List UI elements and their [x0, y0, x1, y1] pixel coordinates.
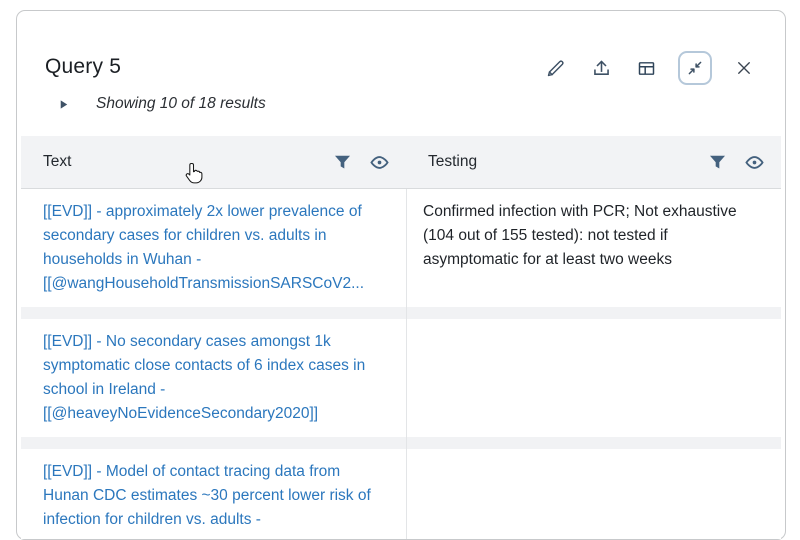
- column-label: Text: [43, 153, 72, 170]
- table-view-button[interactable]: [633, 55, 659, 81]
- results-bar: Showing 10 of 18 results: [57, 95, 266, 113]
- edit-button[interactable]: [543, 55, 569, 81]
- table-row: [[EVD]] - Model of contact tracing data …: [21, 449, 781, 539]
- table-row: [[EVD]] - No secondary cases amongst 1k …: [21, 319, 781, 437]
- page-title: Query 5: [45, 55, 122, 78]
- filter-icon[interactable]: [333, 153, 352, 172]
- table-header-row: Text Testing: [21, 136, 781, 189]
- column-header-testing: Testing: [406, 136, 781, 188]
- results-table: Text Testing: [21, 136, 781, 539]
- close-icon: [735, 59, 753, 77]
- table-icon: [636, 58, 657, 79]
- query-results-card: Query 5: [16, 10, 786, 540]
- table-row: [[EVD]] - approximately 2x lower prevale…: [21, 189, 781, 307]
- pencil-icon: [546, 58, 566, 78]
- triangle-right-icon[interactable]: [57, 98, 70, 111]
- text-cell-link[interactable]: [[EVD]] - Model of contact tracing data …: [43, 463, 371, 528]
- eye-icon[interactable]: [744, 152, 765, 173]
- text-cell-link[interactable]: [[EVD]] - approximately 2x lower prevale…: [43, 203, 364, 292]
- upload-icon: [591, 58, 612, 79]
- collapse-icon: [686, 59, 704, 77]
- results-count-text: Showing 10 of 18 results: [96, 95, 266, 112]
- testing-cell: [406, 319, 781, 437]
- close-button[interactable]: [731, 55, 757, 81]
- table-body: [[EVD]] - approximately 2x lower prevale…: [21, 189, 781, 539]
- testing-cell: [406, 449, 781, 539]
- row-separator: [21, 437, 781, 449]
- export-button[interactable]: [588, 55, 614, 81]
- collapse-button[interactable]: [678, 51, 712, 85]
- text-cell-link[interactable]: [[EVD]] - No secondary cases amongst 1k …: [43, 333, 366, 422]
- eye-icon[interactable]: [369, 152, 390, 173]
- testing-cell: Confirmed infection with PCR; Not exhaus…: [423, 203, 737, 268]
- filter-icon[interactable]: [708, 153, 727, 172]
- column-label: Testing: [428, 153, 478, 170]
- card-toolbar: [543, 51, 757, 85]
- row-separator: [21, 307, 781, 319]
- column-header-text: Text: [21, 136, 406, 188]
